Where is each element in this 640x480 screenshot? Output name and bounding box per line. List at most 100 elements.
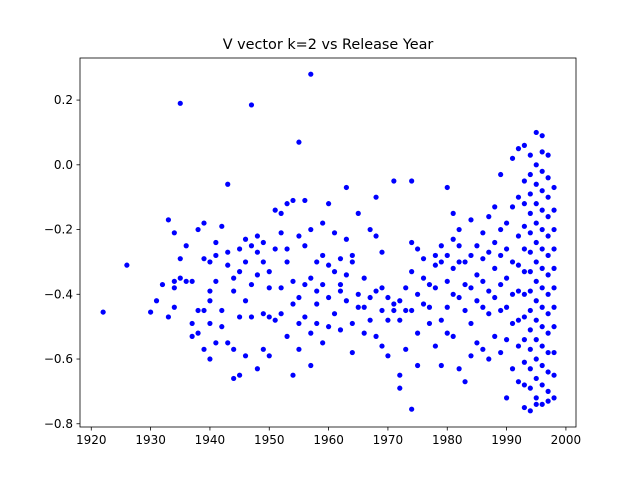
point (420, 256, 427, 262)
point (498, 307, 504, 314)
point (539, 285, 545, 291)
point (521, 201, 527, 207)
point (527, 346, 533, 352)
point (231, 288, 237, 294)
point (492, 333, 498, 339)
point (290, 372, 296, 378)
point (533, 356, 539, 362)
point (527, 408, 533, 414)
point (533, 298, 539, 304)
point (308, 330, 314, 336)
point (456, 366, 462, 372)
point (521, 337, 527, 343)
point (373, 194, 379, 200)
point (533, 239, 539, 246)
point (343, 184, 349, 191)
point (539, 168, 545, 174)
point (432, 252, 438, 259)
point (272, 317, 278, 323)
point (355, 291, 361, 297)
point (314, 301, 320, 307)
point (260, 311, 266, 317)
point (521, 382, 527, 388)
point (521, 314, 527, 320)
point (325, 262, 332, 268)
point (545, 349, 551, 356)
point (284, 246, 290, 252)
point (468, 252, 474, 259)
point (373, 233, 379, 239)
point (551, 395, 557, 401)
x-tick-label: 1930 (135, 433, 166, 447)
point (177, 256, 183, 262)
point (539, 265, 545, 271)
point (349, 259, 355, 265)
point (515, 288, 522, 294)
chart-title: V vector k=2 vs Release Year (223, 37, 434, 53)
point (527, 366, 533, 372)
point (533, 259, 539, 265)
point (551, 246, 557, 252)
point (201, 346, 207, 352)
point (153, 298, 160, 304)
point (248, 243, 255, 249)
point (361, 304, 367, 310)
point (379, 343, 385, 349)
point (414, 291, 421, 297)
point (444, 184, 450, 191)
point (242, 259, 249, 265)
point (195, 307, 201, 314)
point (189, 278, 195, 284)
point (325, 324, 332, 330)
point (213, 278, 219, 284)
point (527, 230, 533, 236)
point (426, 281, 433, 288)
point (539, 362, 545, 369)
point (397, 298, 403, 304)
point (320, 252, 326, 259)
point (397, 372, 403, 378)
point (420, 301, 427, 307)
point (391, 307, 397, 314)
point (432, 262, 438, 268)
point (533, 278, 539, 284)
point (183, 278, 189, 284)
point (545, 272, 551, 278)
point (527, 385, 533, 391)
point (539, 226, 545, 233)
point (254, 249, 260, 255)
point (159, 281, 166, 288)
point (515, 317, 522, 323)
point (509, 366, 516, 372)
point (248, 314, 255, 320)
point (343, 272, 349, 278)
point (331, 269, 338, 275)
point (527, 249, 533, 255)
x-tick-label: 1960 (313, 433, 344, 447)
point (349, 349, 355, 356)
point (242, 298, 249, 304)
point (379, 249, 385, 255)
point (533, 395, 539, 401)
point (468, 353, 474, 359)
point (385, 353, 391, 359)
point (314, 288, 320, 294)
point (444, 304, 450, 310)
point (219, 307, 225, 314)
point (539, 304, 545, 310)
point (320, 340, 326, 346)
point (539, 382, 545, 388)
point (272, 246, 278, 252)
point (225, 340, 231, 346)
point (361, 275, 367, 281)
point (207, 259, 213, 265)
point (373, 333, 379, 339)
point (539, 343, 545, 349)
point (444, 252, 450, 259)
point (444, 278, 450, 284)
point (207, 288, 213, 294)
point (290, 197, 296, 204)
point (533, 181, 539, 187)
point (480, 346, 486, 352)
